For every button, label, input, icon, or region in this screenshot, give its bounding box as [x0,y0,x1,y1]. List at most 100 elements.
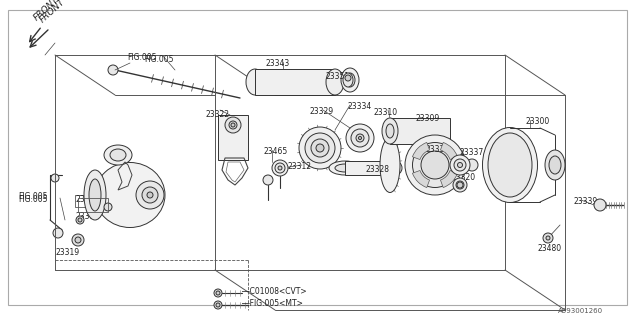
Ellipse shape [386,124,394,138]
Text: FRONT: FRONT [38,0,67,25]
Ellipse shape [405,135,465,195]
Text: 23351: 23351 [325,72,349,81]
Ellipse shape [456,181,464,189]
Circle shape [594,199,606,211]
Ellipse shape [549,156,561,174]
Wedge shape [440,171,458,188]
Text: FRONT: FRONT [32,0,61,22]
Ellipse shape [413,142,458,188]
Text: 23300: 23300 [525,117,549,126]
Ellipse shape [345,73,355,87]
Ellipse shape [147,192,153,198]
Ellipse shape [351,129,369,147]
Ellipse shape [142,187,158,203]
Ellipse shape [453,178,467,192]
Text: 23337: 23337 [460,148,484,157]
Ellipse shape [329,161,361,175]
Circle shape [78,218,82,222]
Ellipse shape [358,137,362,140]
Circle shape [546,236,550,240]
Circle shape [263,175,273,185]
Text: 23310: 23310 [374,108,398,117]
Circle shape [214,301,222,309]
Text: 23329: 23329 [310,107,334,116]
Ellipse shape [311,139,329,157]
Bar [218,115,248,160]
Text: 23465: 23465 [264,147,288,156]
Circle shape [76,216,84,224]
Bar [255,69,335,95]
Text: 23339: 23339 [574,197,598,206]
Circle shape [345,75,351,81]
Ellipse shape [391,164,399,172]
Ellipse shape [104,145,132,165]
Text: 23318: 23318 [75,212,99,221]
Circle shape [278,166,282,170]
Ellipse shape [89,179,101,211]
Circle shape [275,163,285,173]
Ellipse shape [110,149,126,161]
Ellipse shape [299,127,341,169]
Ellipse shape [348,78,352,82]
Ellipse shape [343,73,353,87]
Ellipse shape [466,159,478,171]
Text: 23322: 23322 [206,110,230,119]
Ellipse shape [450,155,470,175]
Text: 23309: 23309 [415,114,439,123]
Text: 23319: 23319 [56,248,80,257]
Text: 23334: 23334 [348,102,372,111]
Ellipse shape [356,134,364,142]
Text: 23480: 23480 [538,244,562,253]
Ellipse shape [346,124,374,152]
Ellipse shape [229,121,237,129]
Ellipse shape [483,127,538,203]
Circle shape [216,303,220,307]
Ellipse shape [488,133,532,197]
Bar [78,198,108,212]
Ellipse shape [246,69,264,95]
Ellipse shape [335,164,355,172]
Circle shape [214,289,222,297]
Circle shape [272,160,288,176]
Text: A093001260: A093001260 [558,308,603,314]
Ellipse shape [231,123,235,127]
Text: 23320: 23320 [452,173,476,182]
Circle shape [51,174,59,182]
Text: FIG.005: FIG.005 [18,195,47,204]
Text: FIG.005: FIG.005 [127,53,157,62]
Text: 23312: 23312 [288,162,312,171]
Bar [75,195,105,207]
Text: FIG.005: FIG.005 [144,55,173,64]
Ellipse shape [225,117,241,133]
Circle shape [72,234,84,246]
Ellipse shape [458,163,463,167]
Wedge shape [412,142,429,160]
Circle shape [543,233,553,243]
Circle shape [75,237,81,243]
Text: 23330: 23330 [425,145,449,154]
Ellipse shape [421,151,449,179]
Text: FIG.005: FIG.005 [18,192,47,201]
Ellipse shape [545,150,565,180]
Text: 23480: 23480 [76,195,100,204]
Circle shape [53,228,63,238]
Circle shape [104,203,112,211]
Ellipse shape [305,133,335,163]
Wedge shape [440,142,458,160]
Circle shape [457,182,463,188]
Bar [390,118,450,144]
Wedge shape [412,171,429,188]
Ellipse shape [316,144,324,152]
Ellipse shape [454,159,466,171]
Ellipse shape [382,118,398,144]
Text: 23343: 23343 [266,59,291,68]
Text: 23328: 23328 [366,165,390,174]
Circle shape [108,65,118,75]
Ellipse shape [84,170,106,220]
Ellipse shape [341,68,359,92]
Text: ―FIG.005<MT>: ―FIG.005<MT> [242,299,303,308]
Text: ―C01008<CVT>: ―C01008<CVT> [242,287,307,296]
Ellipse shape [380,138,400,193]
Ellipse shape [95,163,165,228]
Ellipse shape [388,161,402,175]
